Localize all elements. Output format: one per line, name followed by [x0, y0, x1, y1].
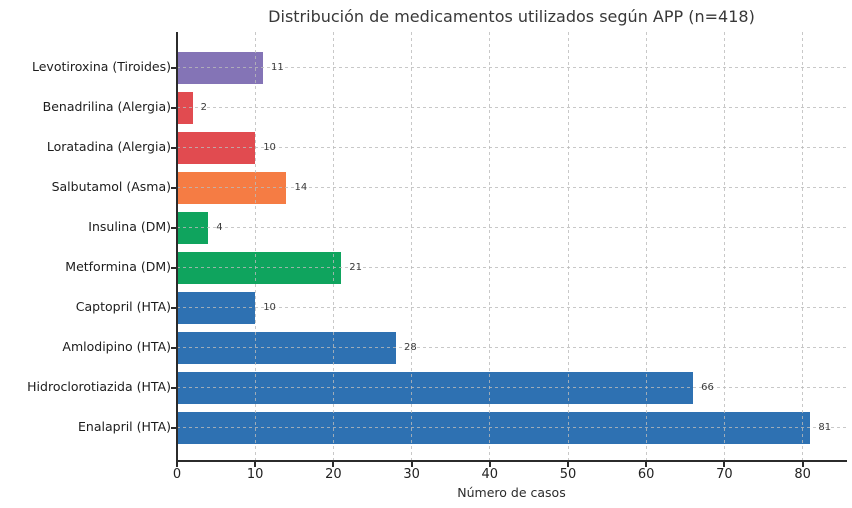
- gridline-h: [177, 307, 846, 308]
- y-tick-mark: [171, 266, 177, 269]
- bar-value-label: 10: [263, 301, 276, 313]
- x-tick-mark: [332, 461, 335, 467]
- y-tick-label: Amlodipino (HTA): [62, 338, 171, 354]
- x-tick-mark: [645, 461, 648, 467]
- x-tick-mark: [254, 461, 257, 467]
- x-tick-mark: [801, 461, 804, 467]
- gridline-v: [567, 32, 569, 460]
- bar-value-label: 81: [818, 421, 832, 433]
- gridline-h: [177, 147, 846, 148]
- gridline-v: [723, 32, 725, 460]
- y-tick-mark: [171, 306, 177, 309]
- x-tick-mark: [488, 461, 491, 467]
- y-tick-label: Captopril (HTA): [75, 298, 171, 314]
- bar-value-label: 2: [200, 101, 207, 113]
- y-tick-mark: [171, 386, 177, 389]
- gridline-v: [645, 32, 647, 460]
- x-axis-line: [176, 460, 847, 462]
- y-tick-label: Salbutamol (Asma): [51, 178, 171, 194]
- x-tick-label: 80: [794, 467, 811, 482]
- gridline-v: [254, 32, 256, 460]
- bar-value-label: 4: [216, 221, 223, 233]
- x-tick-label: 10: [246, 467, 264, 482]
- chart-title: Distribución de medicamentos utilizados …: [268, 7, 755, 26]
- x-tick-mark: [410, 461, 413, 467]
- y-tick-mark: [171, 426, 177, 429]
- x-tick-label: 20: [325, 467, 342, 482]
- x-tick-label: 40: [481, 467, 499, 482]
- x-tick-label: 70: [716, 467, 733, 482]
- y-tick-label: Hidroclorotiazida (HTA): [27, 378, 171, 394]
- gridline-h: [177, 227, 846, 228]
- x-tick-label: 50: [559, 467, 577, 482]
- y-tick-mark: [171, 66, 177, 69]
- gridline-h: [177, 267, 846, 268]
- bar-value-label: 66: [701, 381, 714, 393]
- gridline-v: [411, 32, 413, 460]
- bar-value-label: 14: [294, 181, 308, 193]
- bar-value-label: 11: [271, 61, 284, 73]
- gridline-v: [332, 32, 334, 460]
- gridline-h: [177, 427, 846, 428]
- y-tick-label: Metformina (DM): [65, 258, 171, 274]
- y-tick-mark: [171, 346, 177, 349]
- y-tick-mark: [171, 146, 177, 149]
- y-tick-label: Levotiroxina (Tiroides): [31, 58, 171, 74]
- x-tick-label: 0: [172, 467, 182, 482]
- x-tick-mark: [723, 461, 726, 467]
- y-tick-label: Loratadina (Alergia): [46, 138, 171, 154]
- y-tick-label: Benadrilina (Alergia): [42, 98, 171, 114]
- y-tick-mark: [171, 226, 177, 229]
- gridline-h: [177, 67, 846, 68]
- y-tick-label: Insulina (DM): [88, 218, 171, 234]
- gridline-v: [802, 32, 804, 460]
- bar-value-label: 28: [403, 341, 417, 353]
- y-axis-line: [176, 32, 178, 462]
- y-tick-mark: [171, 106, 177, 109]
- gridline-h: [177, 187, 846, 188]
- gridline-h: [177, 107, 846, 108]
- bar-value-label: 10: [263, 141, 276, 153]
- y-tick-mark: [171, 186, 177, 189]
- x-tick-mark: [567, 461, 569, 467]
- x-tick-mark: [176, 461, 178, 467]
- gridline-h: [177, 387, 846, 388]
- bar-value-label: 21: [349, 261, 362, 273]
- x-tick-label: 60: [637, 467, 655, 482]
- x-tick-label: 30: [403, 467, 420, 482]
- gridline-v: [489, 32, 491, 460]
- x-axis-label: Número de casos: [457, 485, 566, 500]
- gridline-h: [177, 347, 846, 348]
- y-tick-label: Enalapril (HTA): [78, 418, 171, 434]
